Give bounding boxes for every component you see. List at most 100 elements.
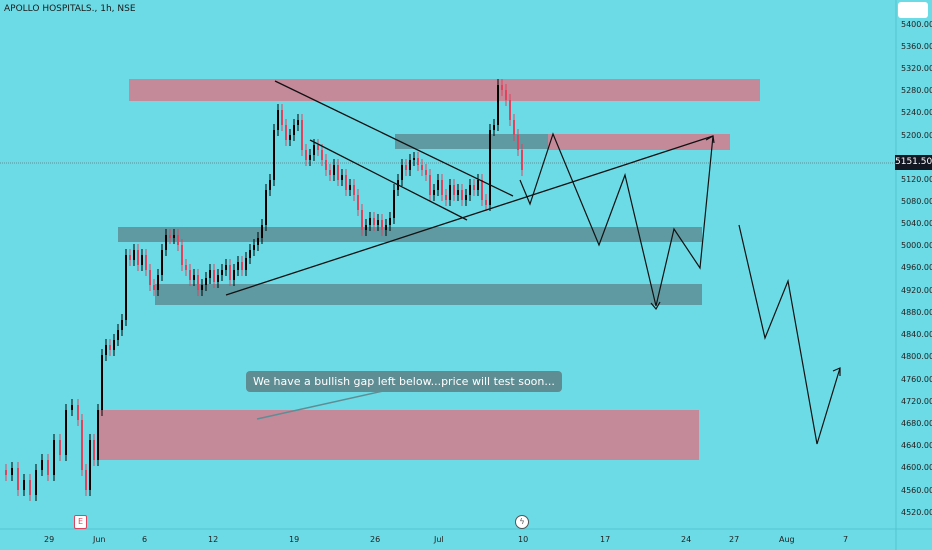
candle-body	[117, 330, 119, 340]
candle-body	[121, 320, 123, 330]
candles	[5, 79, 523, 501]
price-tick-label: 5080.00	[901, 197, 932, 206]
candle-body	[229, 265, 231, 280]
candle-body	[353, 185, 355, 195]
candle-body	[437, 180, 439, 190]
price-tick-label: 4880.00	[901, 308, 932, 317]
price-tick-label: 5280.00	[901, 86, 932, 95]
candle-body	[249, 250, 251, 258]
price-tick-label: 5240.00	[901, 108, 932, 117]
candle-body	[41, 460, 43, 470]
candle-body	[59, 440, 61, 455]
candle-body	[29, 480, 31, 495]
demand-zone-lower	[155, 284, 702, 305]
candle-body	[493, 125, 495, 130]
candle-body	[341, 175, 343, 180]
candle-body	[141, 255, 143, 265]
candle-body	[457, 190, 459, 195]
candle-body	[289, 135, 291, 140]
candle-body	[477, 180, 479, 190]
candle-body	[213, 270, 215, 282]
supply-zone-gap	[98, 410, 699, 460]
candle-body	[453, 185, 455, 195]
candle-body	[309, 155, 311, 160]
candle-body	[157, 275, 159, 290]
candle-body	[389, 218, 391, 225]
candle-body	[237, 262, 239, 270]
candle-body	[381, 220, 383, 230]
candle-body	[329, 170, 331, 175]
candle-body	[137, 250, 139, 265]
projection-path-a	[519, 132, 714, 307]
earnings-icon[interactable]: E	[74, 515, 87, 529]
candle-body	[325, 160, 327, 170]
candle-body	[265, 190, 267, 225]
time-tick-label: 10	[518, 535, 529, 544]
candle-body	[337, 165, 339, 180]
projection-arrow-a2	[650, 301, 661, 311]
candle-body	[169, 235, 171, 238]
price-tick-label: 4800.00	[901, 352, 932, 361]
candle-body	[445, 195, 447, 200]
candle-body	[5, 470, 7, 475]
candle-body	[333, 165, 335, 175]
candle-body	[297, 120, 299, 125]
candle-body	[17, 468, 19, 490]
candle-body	[405, 165, 407, 170]
candle-body	[345, 175, 347, 190]
trendline-falling-outer	[274, 80, 514, 197]
logo-placeholder	[898, 2, 928, 18]
demand-zone-upper	[395, 134, 550, 149]
candle-body	[385, 225, 387, 230]
candle-body	[305, 150, 307, 160]
candle-body	[257, 238, 259, 245]
candle-body	[429, 175, 431, 195]
price-tick-label: 5000.00	[901, 241, 932, 250]
candle-body	[205, 278, 207, 285]
projection-arrow-a	[705, 135, 715, 144]
candle-body	[189, 270, 191, 280]
candle-body	[269, 180, 271, 190]
candle-body	[261, 225, 263, 238]
candle-body	[517, 135, 519, 150]
price-tick-label: 4960.00	[901, 263, 932, 272]
symbol-title: APOLLO HOSPITALS., 1h, NSE	[4, 4, 136, 14]
candle-body	[93, 440, 95, 460]
price-tick-label: 5120.00	[901, 175, 932, 184]
price-tick-label: 4840.00	[901, 330, 932, 339]
dividend-icon[interactable]: ϟ	[515, 515, 529, 529]
candle-body	[11, 468, 13, 475]
projection-path-b	[738, 224, 841, 445]
trendline-rising	[225, 135, 714, 296]
projection-arrow-b	[832, 367, 841, 376]
time-tick-label: Jul	[434, 535, 444, 544]
candle-body	[449, 185, 451, 200]
time-tick-label: 24	[681, 535, 692, 544]
candle-body	[393, 190, 395, 218]
candle-body	[417, 158, 419, 165]
candle-body	[109, 345, 111, 350]
candle-body	[409, 160, 411, 170]
candle-body	[521, 150, 523, 170]
price-tick-label: 5320.00	[901, 64, 932, 73]
candle-body	[377, 220, 379, 225]
candle-body	[209, 270, 211, 278]
candle-body	[85, 470, 87, 490]
time-tick-label: Aug	[779, 535, 795, 544]
time-tick-label: 29	[44, 535, 55, 544]
candle-body	[221, 270, 223, 275]
candle-body	[485, 200, 487, 205]
candle-body	[313, 145, 315, 155]
candle-body	[153, 285, 155, 290]
annotation-callout[interactable]: We have a bullish gap left below...price…	[246, 371, 562, 392]
candle-body	[201, 285, 203, 290]
price-tick-label: 4560.00	[901, 486, 932, 495]
candle-body	[105, 345, 107, 355]
candle-body	[361, 210, 363, 230]
price-tick-label: 4640.00	[901, 441, 932, 450]
candle-body	[129, 255, 131, 260]
candle-body	[369, 218, 371, 225]
candle-body	[465, 195, 467, 200]
